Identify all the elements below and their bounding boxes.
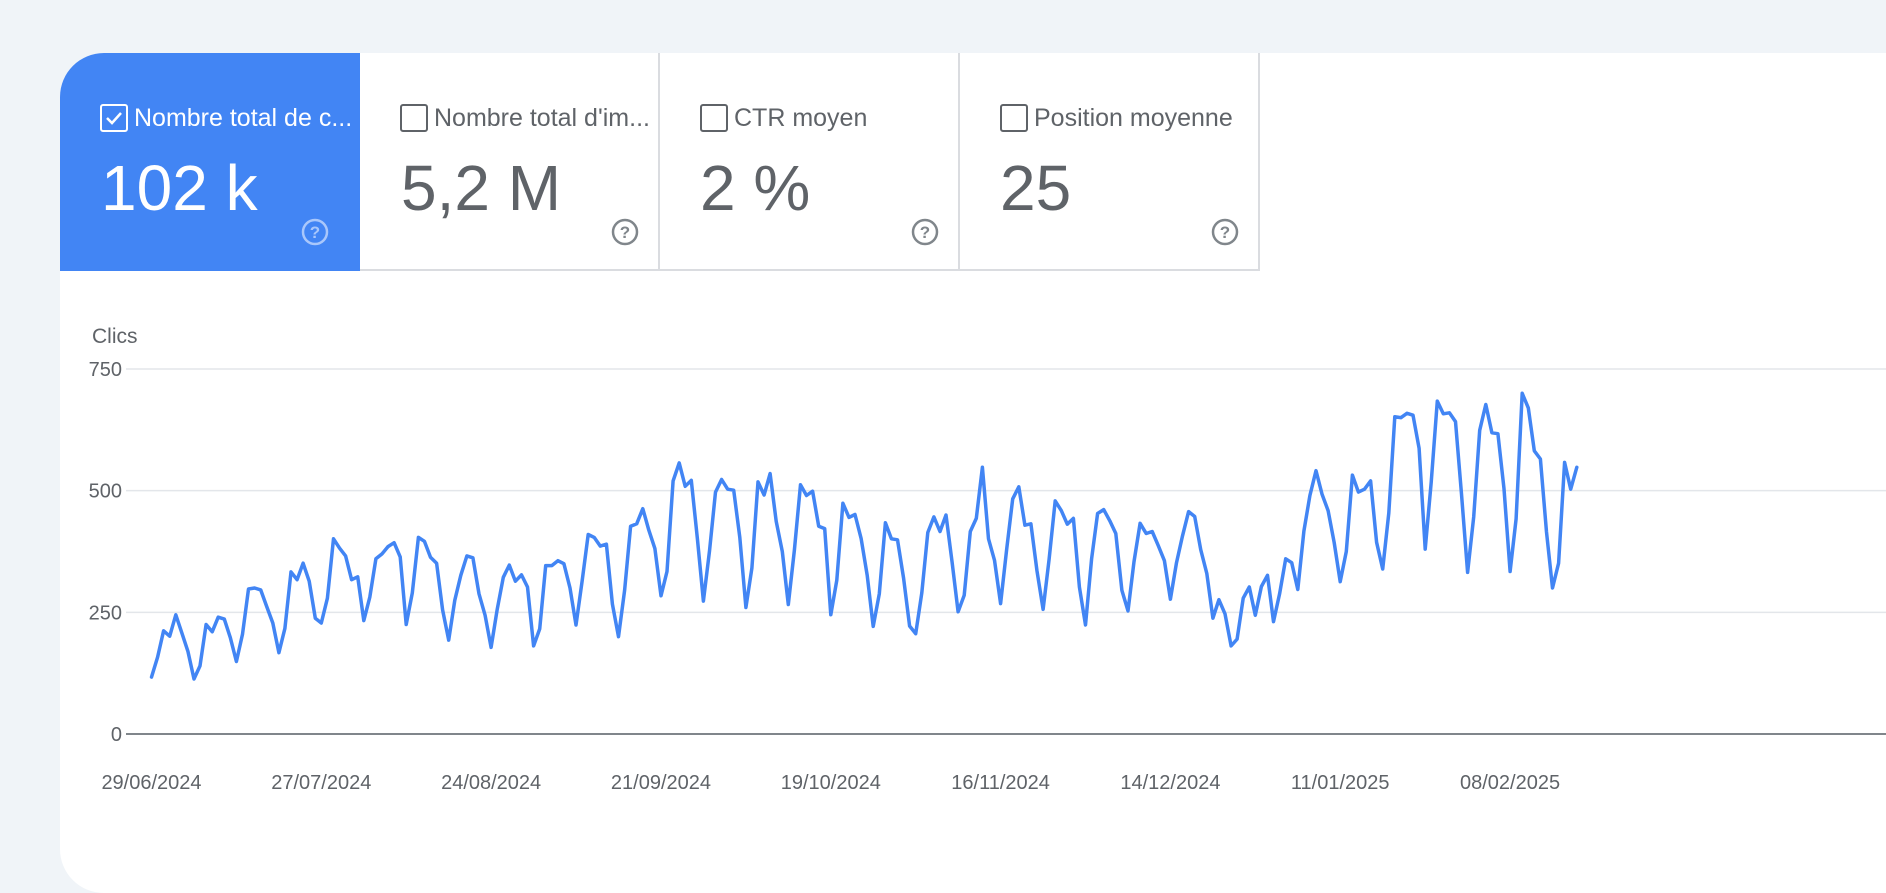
checkbox-checked[interactable] xyxy=(100,104,128,132)
chart-grid: 0 250 500 750 xyxy=(89,359,1886,746)
x-tick-label: 11/01/2025 xyxy=(1291,772,1390,794)
x-tick-label: 21/09/2024 xyxy=(611,772,711,794)
metric-card-ctr[interactable]: CTR moyen 2 % ? xyxy=(660,53,960,271)
help-icon[interactable]: ? xyxy=(610,217,640,247)
y-tick-label: 500 xyxy=(89,481,122,503)
x-tick-label: 16/11/2024 xyxy=(951,772,1050,794)
data-points xyxy=(149,391,1579,682)
metric-card-clicks[interactable]: Nombre total de c... 102 k ? xyxy=(60,53,360,271)
checkbox-unchecked[interactable] xyxy=(1000,104,1028,132)
metric-value: 5,2 M xyxy=(401,152,562,224)
checkbox-unchecked[interactable] xyxy=(400,104,428,132)
y-tick-label: 0 xyxy=(111,724,122,746)
checkbox-unchecked[interactable] xyxy=(700,104,728,132)
help-icon[interactable]: ? xyxy=(300,217,330,247)
metric-value: 25 xyxy=(1000,152,1072,224)
help-icon[interactable]: ? xyxy=(1210,217,1240,247)
y-tick-label: 250 xyxy=(89,602,122,624)
clicks-chart: Clics 0 250 500 750 29/06/2024 27/07/2024 24/… xyxy=(89,325,1886,794)
performance-card: Nombre total de c... 102 k ? Nombre tota… xyxy=(60,53,1886,893)
x-tick-label: 24/08/2024 xyxy=(441,772,541,794)
y-axis-label: Clics xyxy=(92,325,138,348)
metric-card-impressions[interactable]: Nombre total d'im... 5,2 M ? xyxy=(360,53,660,271)
x-axis-ticks: 29/06/2024 27/07/2024 24/08/2024 21/09/2024… xyxy=(101,772,1560,794)
x-tick-label: 27/07/2024 xyxy=(271,772,371,794)
metric-value: 102 k xyxy=(101,152,258,224)
metric-card-position[interactable]: Position moyenne 25 ? xyxy=(960,53,1260,271)
x-tick-label: 14/12/2024 xyxy=(1120,772,1220,794)
clicks-series-line xyxy=(149,391,1579,681)
x-tick-label: 08/02/2025 xyxy=(1460,772,1560,794)
svg-text:?: ? xyxy=(1220,223,1230,242)
svg-text:?: ? xyxy=(920,223,930,242)
metric-value: 2 % xyxy=(700,152,811,224)
x-tick-label: 19/10/2024 xyxy=(781,772,881,794)
svg-text:?: ? xyxy=(310,223,320,242)
svg-text:?: ? xyxy=(620,223,630,242)
y-tick-label: 750 xyxy=(89,359,122,381)
x-tick-label: 29/06/2024 xyxy=(101,772,201,794)
help-icon[interactable]: ? xyxy=(910,217,940,247)
